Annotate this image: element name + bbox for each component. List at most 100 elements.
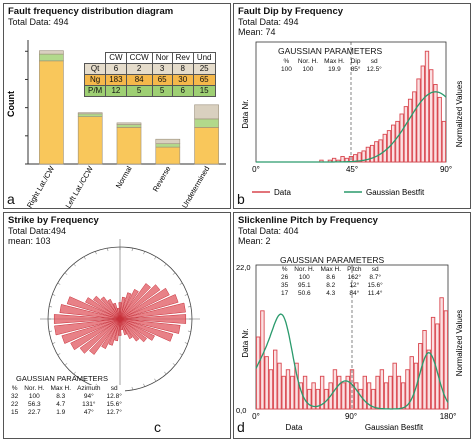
gaussian-row: 35 95.1 8.2 12° 15.6° bbox=[278, 282, 386, 290]
gaussian-row: 15 22.7 1.9 47° 12.7° bbox=[8, 409, 125, 417]
rose-tick bbox=[187, 330, 191, 332]
table-cell: 6 bbox=[171, 85, 194, 97]
histogram-bar bbox=[302, 375, 308, 410]
histogram-bar bbox=[285, 369, 291, 410]
rose-petal bbox=[119, 283, 151, 320]
rose-petal bbox=[119, 302, 186, 320]
histogram-bar bbox=[426, 349, 431, 410]
histogram-bar bbox=[396, 375, 402, 410]
rose-tick bbox=[107, 248, 109, 252]
gaussian-cell: 32 bbox=[11, 393, 19, 400]
rose-tick bbox=[57, 282, 61, 285]
table-corner bbox=[85, 53, 106, 64]
gaussian-cell: 8.3 bbox=[56, 393, 66, 400]
rose-petal bbox=[92, 295, 121, 320]
panel-fault-dip: Fault Dip by Frequency Total Data: 494 M… bbox=[233, 3, 471, 209]
histogram-bar bbox=[383, 382, 389, 410]
gaussian-col: Max H. bbox=[50, 385, 72, 392]
bar-segment bbox=[39, 60, 64, 165]
gaussian-col: Max H. bbox=[320, 266, 342, 273]
table-cell: 12 bbox=[105, 85, 127, 97]
panel-d-ytick-top: 22,0 bbox=[236, 263, 251, 272]
gaussian-cell: 162° bbox=[347, 274, 362, 281]
panel-d-ytick-bottom: 0,0 bbox=[236, 406, 246, 415]
histogram-bar bbox=[277, 362, 282, 410]
histogram-bar bbox=[441, 120, 447, 163]
gaussian-row: 100 100 19.9 85° 12.5° bbox=[278, 66, 385, 74]
rose-petal bbox=[119, 284, 161, 320]
bar-segment bbox=[77, 113, 103, 117]
histogram-bar bbox=[311, 382, 316, 410]
panel-b-xtick-45: 45° bbox=[346, 165, 358, 174]
rose-tick bbox=[52, 342, 56, 344]
rose-tick bbox=[131, 248, 133, 252]
rose-tick bbox=[131, 386, 133, 390]
panel-b-ylabel: Data Nr. bbox=[241, 99, 250, 128]
gaussian-row: 22 56.3 4.7 131° 15.6° bbox=[8, 401, 125, 409]
bar-segment bbox=[39, 50, 64, 55]
histogram-bar bbox=[362, 375, 367, 410]
table-cell: 183 bbox=[105, 74, 127, 86]
bar-segment bbox=[116, 127, 142, 165]
gaussian-cell: 8.7° bbox=[369, 274, 381, 281]
panel-a-letter: a bbox=[7, 191, 15, 207]
panel-c-title: Strike by Frequency bbox=[8, 215, 99, 226]
rose-tick bbox=[57, 353, 61, 356]
table-col-nor: Nor bbox=[151, 52, 173, 64]
gaussian-cell: 100 bbox=[302, 66, 314, 73]
gaussian-header-row: % Nor. H. Max H. Azimuth sd bbox=[8, 385, 125, 393]
rose-tick bbox=[143, 383, 145, 387]
rose-petal bbox=[119, 318, 148, 343]
histogram-bar bbox=[399, 113, 404, 163]
bar-segment bbox=[116, 122, 142, 125]
panel-c-subtitle-2: mean: 103 bbox=[8, 236, 51, 246]
rose-petal bbox=[54, 318, 121, 336]
gaussian-cell: 17 bbox=[281, 290, 289, 297]
histogram-bar bbox=[439, 297, 444, 410]
gaussian-cell: 94° bbox=[83, 393, 94, 400]
histogram-bar bbox=[395, 120, 400, 163]
histogram-bar bbox=[357, 152, 362, 163]
fault-count-table: CW CCW Nor Rev Und Qt 6 2 3 8 25 Ng 183 … bbox=[83, 52, 216, 97]
histogram-bar bbox=[401, 382, 406, 410]
histogram-bar bbox=[405, 369, 410, 410]
histogram-bar bbox=[281, 375, 286, 410]
rose-tick bbox=[143, 251, 145, 255]
panel-strike: Strike by Frequency Total Data:494 mean:… bbox=[3, 212, 231, 439]
table-header-row: CW CCW Nor Rev Und bbox=[85, 52, 216, 64]
panel-d-ylabel-right: Normalized Values bbox=[455, 310, 464, 377]
panel-d-subtitle-2: Mean: 2 bbox=[238, 236, 271, 246]
gaussian-cell: 11.4° bbox=[367, 290, 383, 297]
histogram-bar bbox=[319, 375, 325, 410]
histogram-bar bbox=[388, 375, 393, 410]
histogram-bar bbox=[443, 310, 449, 410]
legend-gaussian-label: Gaussian Bestfit bbox=[366, 188, 425, 197]
gaussian-cell: 50.6 bbox=[298, 290, 311, 297]
histogram-bar bbox=[307, 388, 312, 410]
histogram-bar bbox=[378, 139, 383, 163]
bar-segment bbox=[77, 116, 103, 165]
rose-petal bbox=[89, 318, 121, 355]
rose-tick bbox=[49, 330, 53, 332]
bar-segment bbox=[77, 112, 103, 115]
panel-a-chart: Count Right Lat./CW Left Lat./CCW Normal Re… bbox=[6, 40, 226, 209]
panel-fault-frequency: Fault frequency distribution diagram Tot… bbox=[3, 3, 231, 209]
rose-petal bbox=[107, 298, 121, 320]
rose-tick bbox=[179, 282, 183, 285]
table-row-label: Ng bbox=[83, 74, 107, 86]
histogram-bar bbox=[260, 310, 265, 410]
rose-tick bbox=[73, 263, 76, 267]
gaussian-cell: 100 bbox=[281, 66, 292, 73]
panel-b-letter: b bbox=[237, 191, 245, 207]
gaussian-header-row: % Nor. H. Max H. Pitch sd bbox=[278, 266, 386, 274]
panel-d-ylabel: Data Nr. bbox=[241, 328, 250, 357]
rose-tick bbox=[83, 378, 86, 382]
panel-c-subtitle-1: Total Data:494 bbox=[8, 226, 67, 236]
gaussian-cell: 84° bbox=[349, 290, 360, 297]
panel-b-subtitle-2: Mean: 74 bbox=[238, 27, 276, 37]
x-category-label: Right Lat./CW bbox=[25, 164, 57, 209]
gaussian-row: 26 100 8.6 162° 8.7° bbox=[278, 274, 386, 282]
gaussian-col: sd bbox=[371, 266, 379, 273]
table-col-rev: Rev bbox=[171, 52, 194, 64]
